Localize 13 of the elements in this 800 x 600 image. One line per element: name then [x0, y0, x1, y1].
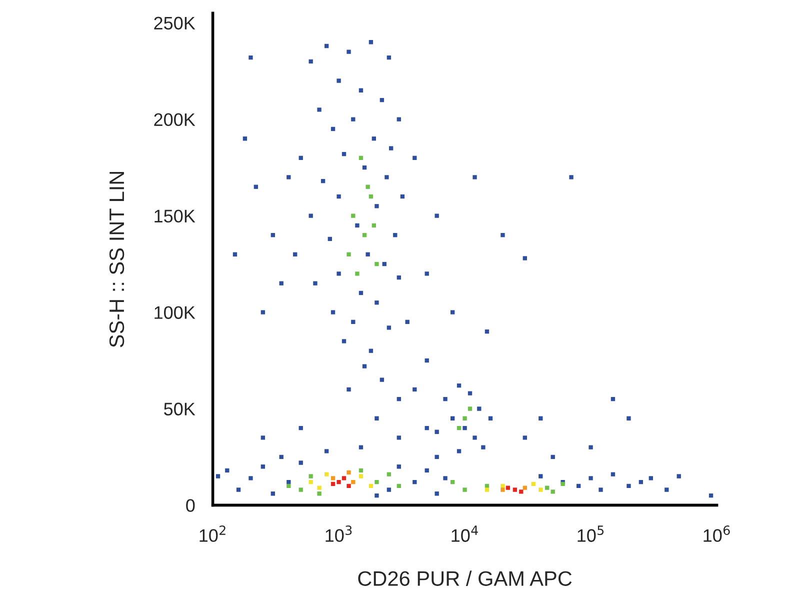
x-tick-label: 10$^{3}$ — [326, 525, 352, 542]
y-tick-label: 200K — [154, 113, 196, 126]
x-tick-label: 10$^{5}$ — [578, 526, 604, 542]
x-tick-label: 10$^{4}$ — [452, 526, 478, 542]
y-axis-title: SS-H :: SS INT LIN — [109, 172, 124, 348]
y-tick-label: 100K — [154, 306, 196, 319]
x-tick-label: 10$^{2}$ — [200, 525, 226, 542]
y-tick-label: 50K — [164, 402, 196, 416]
x-tick-label: 10$^{6}$ — [704, 525, 730, 542]
y-tick-label: 150K — [154, 210, 196, 223]
y-tick-label: 250K — [154, 16, 196, 30]
y-tick-label: 0 — [186, 499, 195, 512]
x-axis-title: CD26 PUR / GAM APC — [358, 570, 572, 586]
